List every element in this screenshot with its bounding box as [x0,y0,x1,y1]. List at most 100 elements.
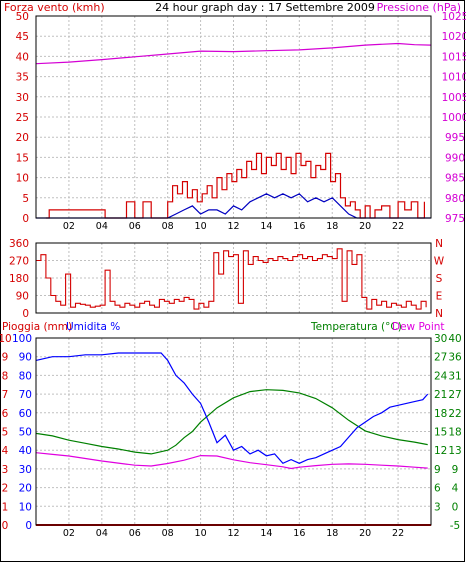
y-tick-label-umidita: 50 [19,427,32,439]
y-tick-label-direction: 270 [9,256,29,268]
x-tick-label: 10 [195,528,207,539]
x-tick-label: 16 [293,528,305,539]
y-tick-label-dew: -5 [450,520,460,532]
x-tick-label: 16 [293,221,305,232]
x-tick-label: 20 [359,221,371,232]
panel3-umidita-label: Umidita % [66,321,120,333]
y-tick-label-wind: 45 [16,31,29,43]
y-tick-label-wind: 25 [16,112,29,124]
y-tick-label-pioggia: 7 [2,389,9,401]
x-tick-label: 18 [326,528,338,539]
y-tick-label-wind: 35 [16,72,29,84]
x-tick-label: 02 [63,528,75,539]
y-tick-label-wind: 10 [16,173,29,185]
y-tick-label-dew: 22 [448,408,461,420]
y-tick-label-direction: 180 [9,273,29,285]
x-tick-label: 04 [96,221,108,232]
x-tick-label: 02 [63,221,75,232]
y-tick-label-umidita: 100 [12,333,32,345]
x-tick-label: 22 [392,221,404,232]
compass-tick-label: N [435,238,443,250]
y-tick-label-temp: 12 [434,445,447,457]
y-tick-label-pioggia: 8 [2,370,9,382]
y-tick-label-pioggia: 10 [0,333,12,345]
x-tick-label: 10 [195,221,207,232]
y-tick-label-pressure: 1025 [442,11,466,23]
y-tick-label-umidita: 0 [25,520,32,532]
x-tick-label: 12 [227,221,239,232]
panel-frame-1 [35,15,432,219]
compass-tick-label: N [435,308,443,320]
y-tick-label-temp: 9 [434,464,441,476]
panel3-temp-label: Temperatura (°C) [310,321,402,333]
y-tick-label-pioggia: 4 [2,445,9,457]
series-line-direzione-vento [36,248,427,310]
y-tick-label-umidita: 20 [19,483,32,495]
y-tick-label-pioggia: 3 [2,464,9,476]
y-tick-label-pressure: 990 [445,152,465,164]
y-tick-label-wind: 15 [16,152,29,164]
y-tick-label-pioggia: 6 [2,408,9,420]
series-line-dew-point [35,452,428,470]
x-tick-label: 08 [162,221,174,232]
y-tick-label-temp: 18 [434,408,447,420]
y-tick-label-pressure: 1000 [442,112,466,124]
y-tick-label-pressure: 1010 [442,72,466,84]
y-tick-label-pioggia: 1 [2,501,9,513]
y-tick-label-dew: 4 [452,483,459,495]
y-tick-label-wind: 20 [16,132,29,144]
panel1-title: 24 hour graph day : 17 Settembre 2009 [155,1,375,14]
y-tick-label-wind: 5 [22,193,29,205]
compass-tick-label: E [436,291,443,303]
panel3-pioggia-label: Pioggia (mm) [2,321,72,333]
y-tick-label-direction: 0 [22,308,29,320]
y-tick-label-pressure: 985 [445,173,465,185]
series-line-umidita [35,352,429,465]
y-tick-label-dew: 27 [448,389,461,401]
y-tick-label-dew: 36 [448,352,462,364]
panel1-right-axis-label: Pressione (hPa) [377,1,461,14]
y-tick-label-pioggia: 9 [2,352,9,364]
y-tick-label-pressure: 1005 [442,92,466,104]
y-tick-label-umidita: 40 [19,445,32,457]
y-tick-label-pioggia: 0 [2,520,9,532]
y-tick-label-wind: 0 [22,213,29,225]
x-tick-label: 22 [392,528,404,539]
y-tick-label-umidita: 30 [19,464,32,476]
y-tick-label-pressure: 1015 [442,51,466,63]
compass-tick-label: S [436,273,443,285]
x-tick-label: 08 [162,528,174,539]
y-tick-label-umidita: 10 [19,501,32,513]
y-tick-label-dew: 13 [448,445,461,457]
y-tick-label-pressure: 995 [445,132,465,144]
y-tick-label-pressure: 980 [445,193,465,205]
y-tick-label-umidita: 90 [19,352,32,364]
y-tick-label-pressure: 975 [445,213,465,225]
x-tick-label: 14 [260,221,272,232]
x-tick-label: 18 [326,221,338,232]
series-line-pressione [35,42,432,65]
series-line-forza-vento [45,152,425,219]
x-tick-label: 06 [129,528,141,539]
x-tick-label: 14 [260,528,272,539]
x-tick-label: 04 [96,528,108,539]
y-tick-label-dew: 18 [448,427,461,439]
panel1-left-axis-label: Forza vento (kmh) [4,1,105,14]
series-line-temperatura [35,389,428,455]
y-tick-label-temp: 3 [434,501,441,513]
panel-frame-3 [35,337,432,526]
y-tick-label-direction: 360 [9,238,29,250]
y-tick-label-temp: 24 [434,370,448,382]
y-tick-label-wind: 40 [16,51,29,63]
x-tick-label: 06 [129,221,141,232]
y-tick-label-direction: 90 [16,291,29,303]
y-tick-label-dew: 9 [452,464,459,476]
y-tick-label-pioggia: 5 [2,427,9,439]
compass-tick-label: W [434,256,445,268]
x-tick-label: 20 [359,528,371,539]
x-tick-label: 12 [227,528,239,539]
y-tick-label-dew: 0 [452,501,459,513]
panel3-dew-label: Dew Point [392,321,445,333]
